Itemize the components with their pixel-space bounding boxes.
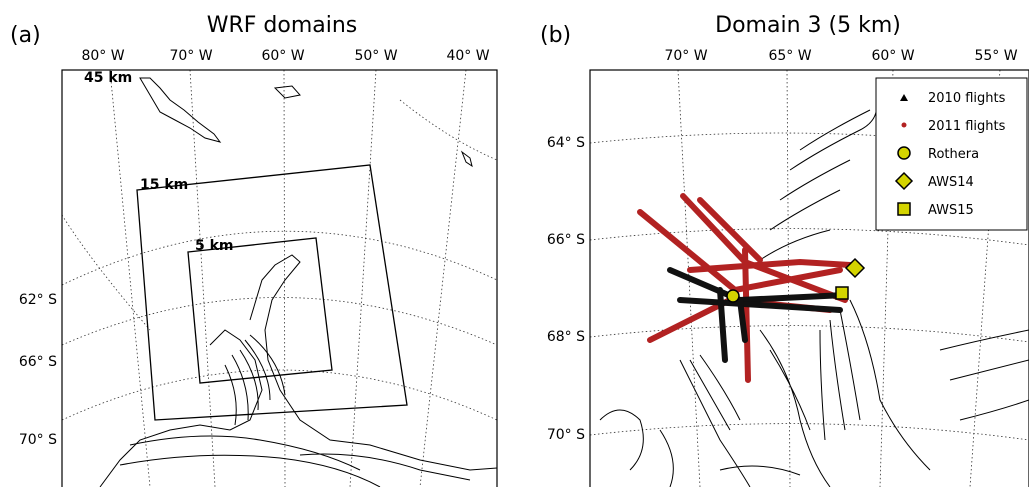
aws15-marker [835,286,849,300]
lon-labels: 70° W 65° W 60° W 55° W [664,48,1017,64]
panel-label: (a) [10,23,41,48]
domain-2-box [136,164,408,421]
map-b [590,70,1029,487]
panel-label: (b) [540,23,571,48]
domain-label: 45 km [84,70,132,86]
lon-label: 60° W [261,48,304,64]
graticule [62,70,497,487]
domain-3-box [187,237,333,384]
legend-label: AWS14 [928,175,974,190]
lon-label: 70° W [664,48,707,64]
panel-title: Domain 3 (5 km) [715,13,901,38]
legend: 2010 flights 2011 flights Rothera AWS14 … [875,77,1028,231]
flights-2010 [667,267,848,363]
lat-label: 62° S [19,292,57,308]
lat-label: 64° S [547,135,585,151]
coastline [99,77,497,487]
legend-symbol [894,171,914,191]
legend-symbol [897,202,911,216]
frame [61,69,498,487]
legend-label: 2011 flights [928,119,1006,134]
legend-label: Rothera [928,147,979,162]
lon-label: 55° W [974,48,1017,64]
lat-label: 66° S [547,232,585,248]
lat-label: 70° S [547,427,585,443]
lat-labels: 62° S 66° S 70° S [19,292,57,448]
legend-label: AWS15 [928,203,974,218]
lat-label: 68° S [547,329,585,345]
panel-title: WRF domains [207,13,358,38]
lon-label: 50° W [354,48,397,64]
lon-label: 80° W [81,48,124,64]
rothera-marker [726,289,740,303]
domain-label: 5 km [195,238,234,254]
lon-label: 70° W [169,48,212,64]
lon-label: 60° W [871,48,914,64]
domain-label: 15 km [140,177,188,193]
flights-2011 [637,193,853,383]
legend-symbol [901,122,907,128]
legend-symbol [897,146,911,160]
frame [589,69,1029,487]
lat-labels: 64° S 66° S 68° S 70° S [547,135,585,443]
aws14-marker [844,257,866,279]
coastline [599,99,1029,487]
domain-labels: 45 km 15 km 5 km [84,70,234,254]
lon-labels: 80° W 70° W 60° W 50° W 40° W [81,48,489,64]
lat-label: 70° S [19,432,57,448]
lon-label: 65° W [768,48,811,64]
map-a [62,70,497,487]
legend-label: 2010 flights [928,91,1006,106]
legend-symbol [900,94,908,101]
lat-label: 66° S [19,354,57,370]
lon-label: 40° W [446,48,489,64]
